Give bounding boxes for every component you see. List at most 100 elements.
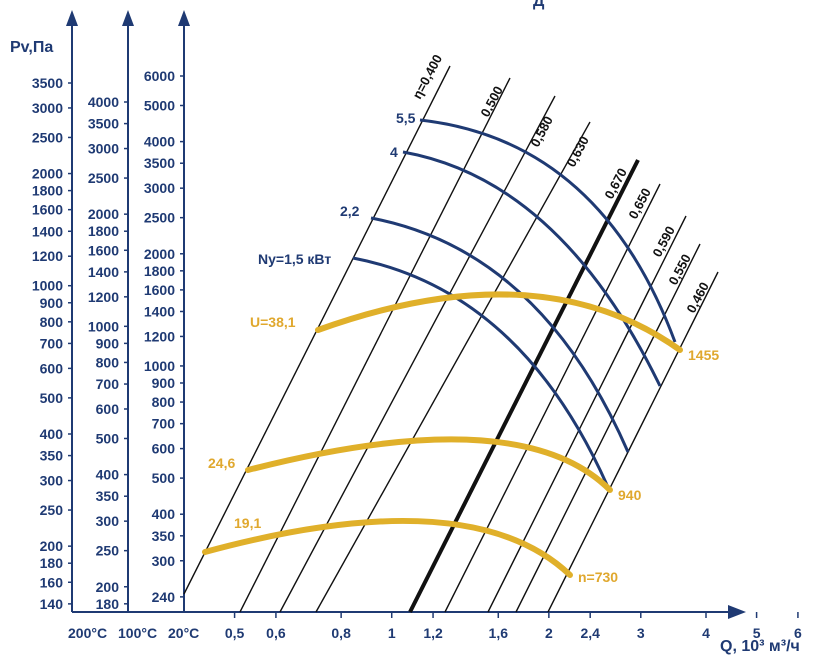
y-tick-label-2-7: 1800: [144, 263, 175, 279]
y-tick-label-2-19: 300: [152, 553, 176, 569]
y-tick-label-1-0: 4000: [88, 94, 119, 110]
power-curve-1: [402, 150, 662, 387]
x-temp-label-20: 20°C: [168, 625, 199, 641]
y-tick-label-1-11: 800: [96, 354, 120, 370]
x-tick-label-3: 1: [388, 625, 396, 641]
speed-curve-2: [202, 518, 573, 578]
efficiency-line-label-3: 0,630: [563, 134, 592, 170]
speed-curve-end-label-1: 940: [618, 487, 642, 503]
x-tick-label-8: 3: [637, 625, 645, 641]
x-tick-label-11: 6: [794, 625, 802, 641]
y-tick-label-2-4: 3000: [144, 180, 175, 196]
y-tick-label-0-3: 2000: [32, 166, 63, 182]
y-tick-label-1-6: 1600: [88, 242, 119, 258]
y-axis-arrow-0: [66, 10, 78, 26]
y-tick-label-0-2: 2500: [32, 129, 63, 145]
y-tick-label-0-17: 250: [40, 502, 64, 518]
y-tick-label-2-6: 2000: [144, 246, 175, 262]
y-axis-label: Pv,Па: [10, 39, 53, 56]
power-curve-label-2: 2,2: [340, 203, 360, 219]
y-tick-label-1-20: 180: [96, 596, 120, 612]
y-tick-label-1-8: 1200: [88, 289, 119, 305]
x-tick-label-1: 0,6: [266, 625, 286, 641]
y-tick-label-0-5: 1600: [32, 202, 63, 218]
y-tick-label-2-16: 500: [152, 470, 176, 486]
efficiency-line-5: [444, 183, 661, 613]
y-tick-label-0-8: 1000: [32, 278, 63, 294]
y-tick-label-2-11: 1000: [144, 358, 175, 374]
y-tick-label-2-9: 1400: [144, 303, 175, 319]
y-tick-label-2-15: 600: [152, 441, 176, 457]
speed-curve-end-label-2: n=730: [578, 569, 618, 585]
power-curve-label-3: Ny=1,5 кВт: [258, 251, 331, 267]
y-tick-label-1-17: 300: [96, 513, 120, 529]
y-tick-label-0-19: 180: [40, 555, 64, 571]
y-tick-label-2-0: 6000: [144, 68, 175, 84]
x-tick-label-6: 2: [545, 625, 553, 641]
y-tick-label-2-2: 4000: [144, 134, 175, 150]
x-axis-label: Q, 10³ м³/ч: [720, 638, 800, 655]
x-temp-label-100: 100°C: [118, 625, 157, 641]
y-tick-label-0-16: 300: [40, 473, 64, 489]
y-tick-label-1-16: 350: [96, 488, 120, 504]
y-tick-label-0-14: 400: [40, 426, 64, 442]
y-tick-label-2-20: 240: [152, 589, 176, 605]
y-tick-label-0-13: 500: [40, 390, 64, 406]
y-tick-label-2-17: 400: [152, 506, 176, 522]
y-tick-label-0-18: 200: [40, 538, 64, 554]
y-tick-label-1-12: 700: [96, 376, 120, 392]
speed-curve-start-label-0: U=38,1: [250, 314, 296, 330]
x-axis-arrow: [728, 605, 746, 619]
speed-curve-0: [315, 291, 683, 353]
efficiency-line-label-2: 0,580: [527, 114, 556, 150]
power-curve-label-0: 5,5: [396, 110, 416, 126]
y-tick-label-2-10: 1200: [144, 328, 175, 344]
y-tick-label-0-7: 1200: [32, 248, 63, 264]
efficiency-line-2: [279, 95, 556, 613]
x-tick-label-5: 1,6: [489, 625, 509, 641]
y-tick-label-0-1: 3000: [32, 100, 63, 116]
y-tick-label-1-3: 2500: [88, 170, 119, 186]
speed-curve-1: [245, 436, 613, 493]
efficiency-line-4: [408, 159, 640, 613]
y-tick-label-1-9: 1000: [88, 318, 119, 334]
y-tick-label-0-9: 900: [40, 295, 64, 311]
y-tick-label-1-1: 3500: [88, 116, 119, 132]
efficiency-line-6: [487, 215, 687, 613]
y-tick-label-1-5: 1800: [88, 223, 119, 239]
y-tick-label-2-18: 350: [152, 528, 176, 544]
power-curve-0: [419, 118, 677, 343]
y-tick-label-2-3: 3500: [144, 155, 175, 171]
x-temp-label-200: 200°C: [68, 625, 107, 641]
efficiency-line-1: [239, 77, 511, 613]
y-tick-label-1-10: 900: [96, 335, 120, 351]
y-tick-label-1-14: 500: [96, 430, 120, 446]
y-tick-label-0-15: 350: [40, 448, 64, 464]
speed-curve-start-label-2: 19,1: [234, 515, 261, 531]
x-tick-label-2: 0,8: [331, 625, 351, 641]
efficiency-line-3: [315, 121, 591, 613]
y-tick-label-1-4: 2000: [88, 206, 119, 222]
y-axis-arrow-1: [122, 10, 134, 26]
speed-curve-end-label-0: 1455: [688, 347, 719, 363]
speed-curve-start-label-1: 24,6: [208, 455, 235, 471]
x-tick-label-0: 0,5: [225, 625, 245, 641]
y-tick-label-1-19: 200: [96, 579, 120, 595]
y-tick-label-0-11: 700: [40, 335, 64, 351]
power-curve-label-1: 4: [390, 144, 398, 160]
x-tick-label-10: 5: [753, 625, 761, 641]
y-tick-label-0-6: 1400: [32, 223, 63, 239]
y-tick-label-2-1: 5000: [144, 98, 175, 114]
x-tick-label-4: 1,2: [423, 625, 443, 641]
y-tick-label-2-8: 1600: [144, 282, 175, 298]
y-tick-label-0-20: 160: [40, 574, 64, 590]
y-tick-label-0-0: 3500: [32, 75, 63, 91]
efficiency-line-label-7: 0,550: [665, 252, 694, 288]
efficiency-line-label-8: 0,460: [683, 280, 712, 316]
y-tick-label-1-7: 1400: [88, 264, 119, 280]
efficiency-line-label-1: 0,500: [477, 84, 506, 120]
y-tick-label-0-21: 140: [40, 596, 64, 612]
y-tick-label-0-4: 1800: [32, 183, 63, 199]
efficiency-line-7: [515, 243, 701, 613]
